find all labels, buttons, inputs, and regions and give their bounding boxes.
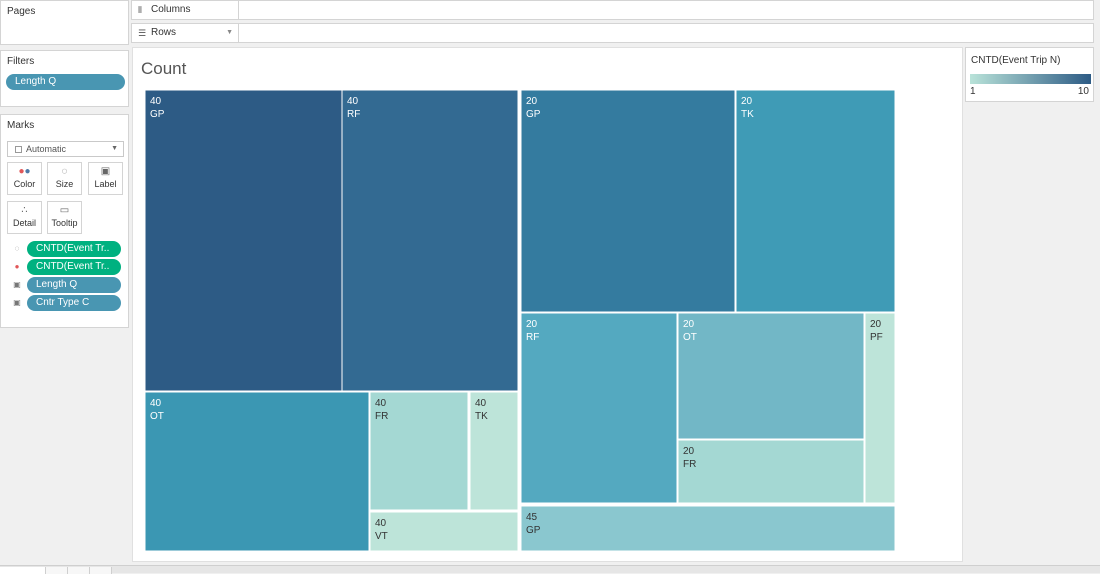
- legend-title: CNTD(Event Trip N): [971, 55, 1061, 66]
- treemap-tile-40-vt[interactable]: [369, 511, 519, 552]
- marks-field-pill[interactable]: Cntr Type C: [27, 295, 121, 311]
- tooltip-button-label: Tooltip: [51, 218, 78, 228]
- treemap-tile-40-rf[interactable]: [341, 89, 519, 392]
- label-icon: ▣: [100, 166, 111, 177]
- chevron-down-icon[interactable]: ▼: [226, 29, 233, 36]
- bottom-tab-bar[interactable]: [0, 565, 1100, 574]
- marks-title: Marks: [7, 120, 35, 131]
- rows-icon: ☰: [138, 28, 147, 38]
- marks-field-pill[interactable]: CNTD(Event Tr..: [27, 259, 121, 275]
- treemap-tile-40-ot[interactable]: [144, 391, 370, 552]
- color-legend[interactable]: CNTD(Event Trip N) 1 10: [965, 47, 1094, 102]
- marks-field-pill[interactable]: CNTD(Event Tr..: [27, 241, 121, 257]
- treemap-tile-20-fr[interactable]: [677, 439, 865, 504]
- legend-gradient-bar: [970, 74, 1091, 84]
- label-icon: ▣: [13, 280, 21, 289]
- color-dots-icon: ●●: [18, 166, 31, 177]
- size-icon: ◌: [14, 244, 20, 253]
- tooltip-icon: ▭: [59, 205, 70, 216]
- treemap-tile-20-tk[interactable]: [735, 89, 896, 313]
- label-button-label: Label: [94, 179, 117, 189]
- treemap-tile-45-gp[interactable]: [520, 505, 896, 552]
- sheet-tab[interactable]: [90, 567, 112, 574]
- marks-field-row[interactable]: ● CNTD(Event Tr..: [11, 259, 123, 275]
- legend-max-label: 10: [1077, 86, 1089, 97]
- marks-field-row[interactable]: ◌ CNTD(Event Tr..: [11, 241, 123, 257]
- tooltip-button[interactable]: ▭ Tooltip: [47, 201, 82, 234]
- view-canvas[interactable]: Count 40 GP 40 RF 40 OT 40 FR 40 TK 40 VT 20 GP 20 TK 20…: [132, 47, 963, 562]
- sheet-tab[interactable]: [46, 567, 68, 574]
- legend-min-label: 1: [970, 86, 976, 97]
- filters-title: Filters: [7, 56, 35, 67]
- columns-label-text: Columns: [151, 4, 191, 15]
- detail-icon: ∴: [21, 205, 28, 216]
- size-icon: ◌: [61, 166, 68, 177]
- treemap-tile-20-gp[interactable]: [520, 89, 736, 313]
- color-button-label: Color: [13, 179, 36, 189]
- label-button[interactable]: ▣ Label: [88, 162, 123, 195]
- marks-field-row[interactable]: ▣ Cntr Type C: [11, 295, 123, 311]
- treemap-tile-40-tk[interactable]: [469, 391, 519, 511]
- size-button[interactable]: ◌ Size: [47, 162, 82, 195]
- sheet-tab[interactable]: [0, 567, 46, 574]
- columns-shelf-label: ⦀ Columns: [132, 1, 239, 19]
- detail-button-label: Detail: [12, 218, 36, 228]
- rows-label-text: Rows: [151, 27, 177, 38]
- treemap-tile-40-gp[interactable]: [144, 89, 343, 392]
- treemap-tile-40-fr[interactable]: [369, 391, 469, 511]
- treemap-tile-20-ot[interactable]: [677, 312, 865, 440]
- detail-button[interactable]: ∴ Detail: [7, 201, 42, 234]
- treemap-chart[interactable]: [133, 48, 964, 563]
- mark-type-dropdown[interactable]: Automatic ▼: [7, 141, 124, 157]
- mark-type-value: Automatic: [26, 144, 67, 154]
- filter-pill-length-q[interactable]: Length Q: [6, 74, 125, 90]
- marks-field-row[interactable]: ▣ Length Q: [11, 277, 123, 293]
- pages-panel[interactable]: Pages: [0, 0, 129, 45]
- sheet-tab[interactable]: [68, 567, 90, 574]
- chevron-down-icon: ▼: [111, 145, 118, 152]
- treemap-tile-20-pf[interactable]: [864, 312, 896, 504]
- columns-shelf[interactable]: ⦀ Columns: [131, 0, 1094, 20]
- pages-title: Pages: [7, 6, 36, 17]
- label-icon: ▣: [13, 298, 21, 307]
- color-dots-icon: ●: [14, 262, 20, 271]
- sheet-title: Count: [141, 59, 187, 78]
- rows-shelf[interactable]: ☰ Rows ▼: [131, 23, 1094, 43]
- marks-panel[interactable]: Marks Automatic ▼ ●● Color ◌ Size ▣ Labe…: [0, 114, 129, 328]
- size-button-label: Size: [55, 179, 74, 189]
- rows-shelf-label: ☰ Rows ▼: [132, 24, 239, 42]
- treemap-tile-20-rf[interactable]: [520, 312, 678, 504]
- marks-field-pill[interactable]: Length Q: [27, 277, 121, 293]
- mark-type-square-icon: [15, 146, 22, 153]
- columns-icon: ⦀: [138, 5, 142, 15]
- color-button[interactable]: ●● Color: [7, 162, 42, 195]
- filters-panel[interactable]: Filters Length Q: [0, 50, 129, 107]
